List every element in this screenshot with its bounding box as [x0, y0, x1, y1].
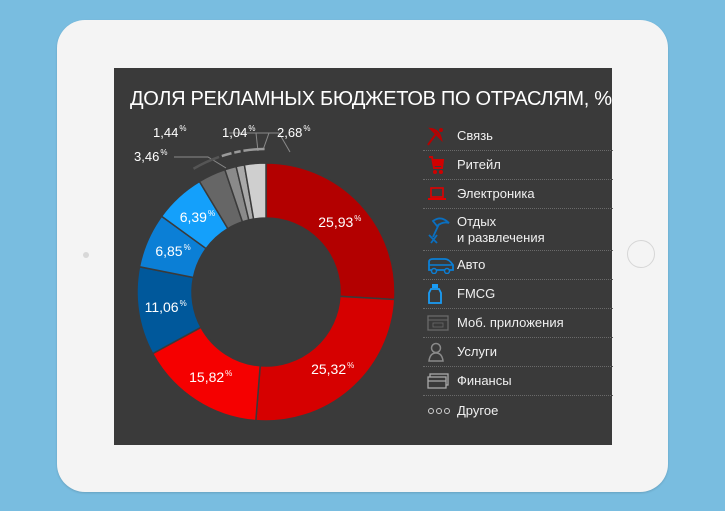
legend-label-line2: и развлечения: [457, 229, 545, 245]
leader-lines: [174, 132, 291, 169]
legend-label: Отдых: [457, 213, 497, 229]
laptop-icon: [427, 183, 457, 205]
legend-item-leisure: Отдых и развлечения: [423, 209, 613, 251]
shopping-cart-icon: [427, 154, 457, 176]
slice-label-5: 6,39%: [179, 209, 216, 226]
legend-item-retail: Ритейл: [423, 151, 613, 180]
label-other-3: 3,46%: [134, 148, 168, 164]
home-button[interactable]: [627, 240, 655, 268]
slice-label-1: 25,32%: [311, 360, 355, 377]
more-dots-icon: [427, 400, 457, 422]
app-store-icon: [427, 312, 457, 334]
bottle-icon: [427, 283, 457, 305]
credit-card-icon: [427, 370, 457, 392]
camera-icon: [83, 252, 89, 258]
donut-slice-1: [255, 295, 396, 422]
slice-label-3: 11,06%: [144, 299, 187, 316]
infographic-screen: ДОЛЯ РЕКЛАМНЫХ БЮДЖЕТОВ ПО ОТРАСЛЯМ, % 2…: [114, 68, 613, 445]
satellite-dish-icon: [427, 125, 457, 147]
legend-item-svyaz: Связь: [423, 122, 613, 151]
slice-label-4: 6,85%: [155, 243, 191, 260]
legend-item-electronics: Электроника: [423, 180, 613, 209]
label-other-0: 2,68%: [277, 124, 311, 140]
legend-item-other: Другое: [423, 396, 613, 425]
outer-arc-8: [233, 150, 241, 154]
legend-item-services: Услуги: [423, 338, 613, 367]
legend-item-finance: Финансы: [423, 367, 613, 396]
label-other-1: 1,04%: [222, 124, 256, 140]
slice-label-0: 25,93%: [318, 214, 362, 231]
label-other-2: 1,44%: [153, 124, 187, 140]
legend-item-fmcg: FMCG: [423, 280, 613, 309]
beach-umbrella-icon: [427, 217, 457, 244]
chart-legend: Связь Ритейл Электроника Отдых и развлече…: [423, 122, 613, 425]
car-icon: [427, 254, 457, 276]
slice-label-2: 15,82%: [189, 369, 233, 386]
legend-item-mobile-apps: Моб. приложения: [423, 309, 613, 338]
donut-slice-9: [243, 162, 267, 220]
donut-slice-0: [265, 162, 396, 301]
outer-arc-9: [243, 147, 265, 153]
donut-chart: [136, 132, 396, 422]
outer-arc-7: [221, 152, 232, 158]
person-icon: [427, 341, 457, 363]
chart-title: ДОЛЯ РЕКЛАМНЫХ БЮДЖЕТОВ ПО ОТРАСЛЯМ, %: [130, 88, 612, 110]
outer-arc-6: [192, 155, 220, 170]
legend-item-auto: Авто: [423, 251, 613, 280]
